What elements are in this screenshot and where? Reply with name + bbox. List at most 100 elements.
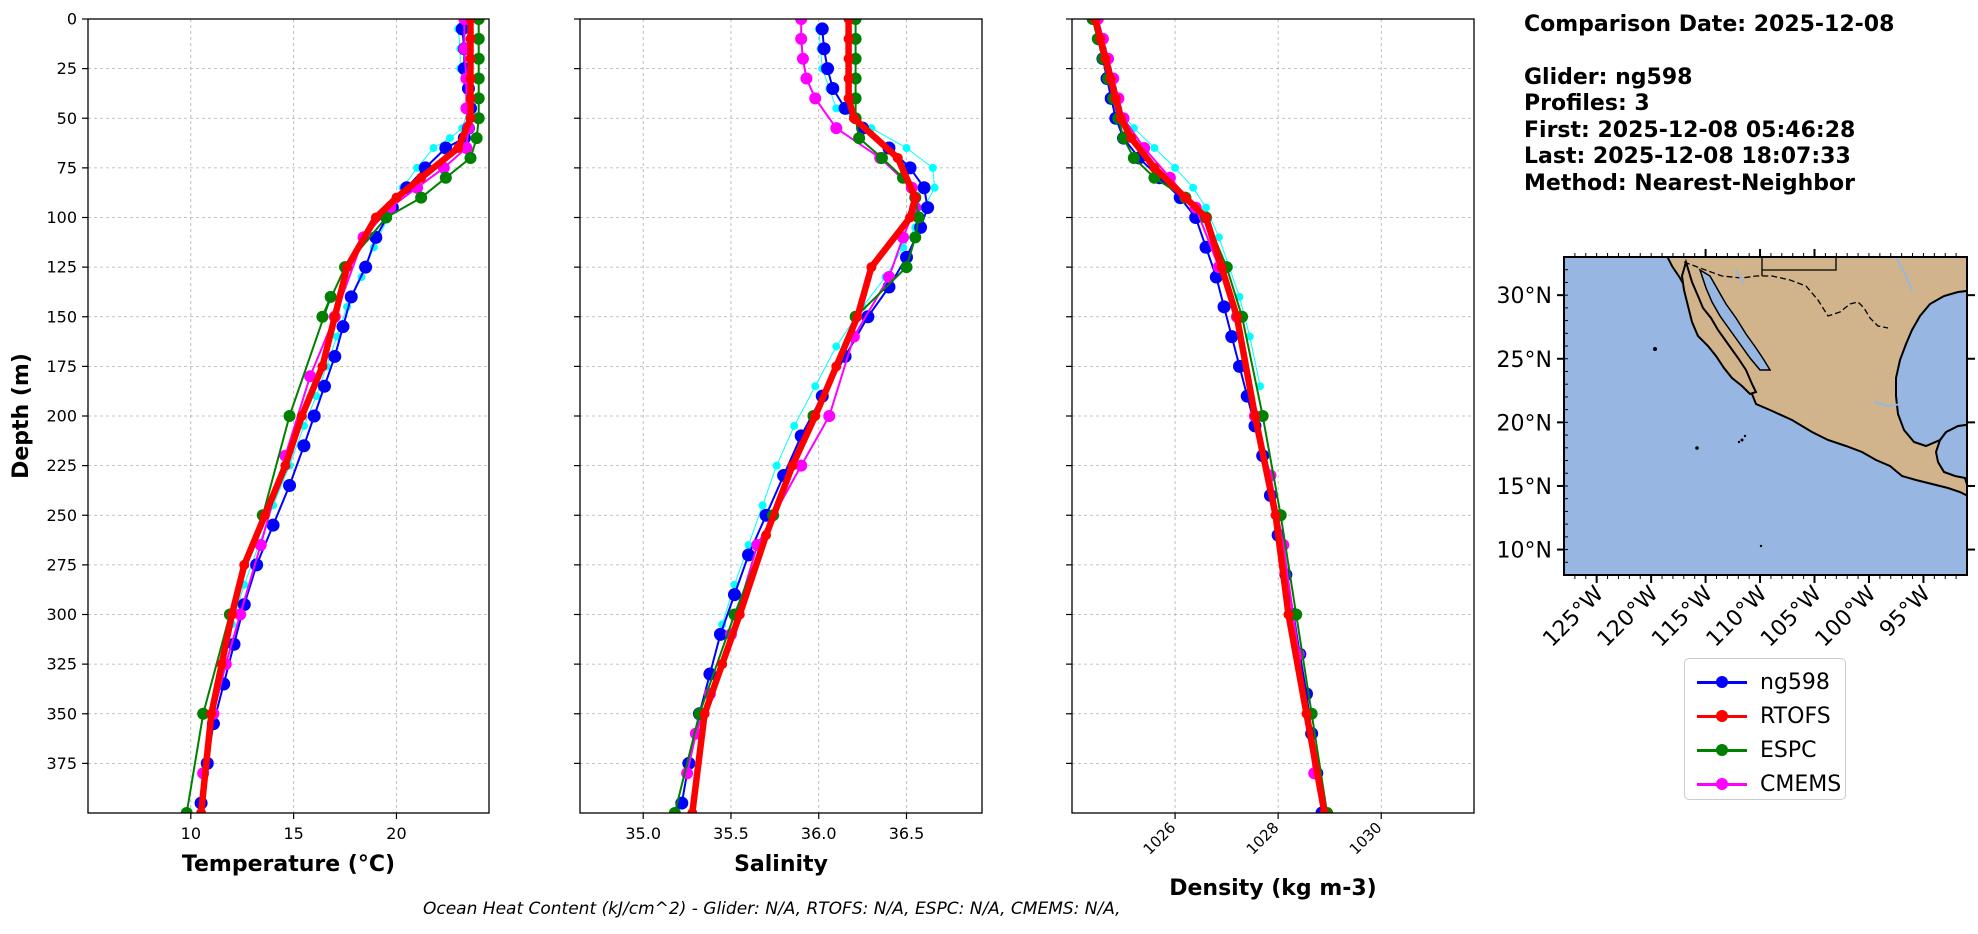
- data-point-ng598: [817, 42, 831, 56]
- data-point-CMEMS: [795, 19, 808, 25]
- data-point-ESPC: [668, 807, 681, 813]
- data-point-ng598: [266, 518, 280, 532]
- data-point-RTOFS: [465, 53, 476, 64]
- data-point-ng598-alt: [1202, 203, 1210, 212]
- data-point-ng598: [917, 181, 931, 195]
- data-point-RTOFS: [843, 19, 854, 24]
- data-point-ng598-alt: [1150, 144, 1159, 153]
- data-point-ESPC: [849, 52, 862, 65]
- x-tick-label: 10: [181, 824, 201, 843]
- map-border-us: [1761, 257, 1837, 276]
- data-point-ng598: [336, 320, 350, 334]
- last-time: Last: 2025-12-08 18:07:33: [1524, 144, 1851, 169]
- data-point-RTOFS: [416, 172, 427, 183]
- data-point-RTOFS: [1149, 162, 1160, 173]
- data-point-ng598-alt: [772, 461, 781, 470]
- data-point-ng598: [727, 588, 741, 602]
- data-point-CMEMS: [823, 410, 836, 422]
- data-point-ESPC: [472, 32, 485, 45]
- data-point-RTOFS: [1180, 192, 1191, 203]
- data-point-ng598-alt: [930, 183, 939, 192]
- y-axis-label: Depth (m): [9, 353, 34, 479]
- data-point-RTOFS: [831, 361, 842, 372]
- data-point-RTOFS: [699, 708, 710, 719]
- footer-text: Ocean Heat Content (kJ/cm^2) - Glider: N…: [423, 899, 1121, 919]
- data-point-RTOFS: [1115, 113, 1126, 124]
- data-point-RTOFS: [370, 212, 381, 223]
- data-point-CMEMS: [254, 539, 267, 552]
- data-point-CMEMS: [809, 92, 822, 105]
- data-point-ng598-alt: [1256, 382, 1265, 391]
- y-tick-label: 75: [57, 158, 77, 177]
- data-point-ng598: [1209, 270, 1223, 284]
- data-point-RTOFS: [852, 311, 863, 322]
- y-tick-label: 175: [46, 357, 77, 376]
- data-point-ESPC: [849, 72, 862, 85]
- y-tick-label: 325: [46, 655, 77, 674]
- map-lat-label: 25°N: [1497, 348, 1552, 373]
- map-island: [1743, 434, 1747, 438]
- data-point-RTOFS: [296, 411, 307, 421]
- data-point-ng598-alt: [811, 382, 820, 391]
- data-point-ng598-alt: [832, 342, 841, 351]
- y-tick-label: 200: [46, 407, 77, 426]
- data-point-ng598-alt: [445, 134, 454, 143]
- data-point-ng598: [317, 379, 331, 393]
- y-tick-label: 50: [57, 109, 77, 128]
- data-point-RTOFS: [1301, 708, 1312, 719]
- series-line-CMEMS: [202, 19, 470, 774]
- profile-panel-3: 1026 1028 1030 Density (kg m-3): [1066, 18, 1475, 901]
- x-axis-label: Density (kg m-3): [1169, 876, 1377, 901]
- data-point-ESPC: [912, 211, 925, 224]
- data-point-ng598: [1217, 300, 1231, 314]
- legend-label: CMEMS: [1760, 771, 1842, 797]
- data-point-RTOFS: [910, 192, 921, 203]
- data-point-ng598: [921, 201, 935, 215]
- data-point-ESPC: [900, 261, 913, 274]
- data-point-RTOFS: [465, 73, 476, 84]
- data-point-CMEMS: [234, 608, 247, 621]
- data-point-RTOFS: [216, 659, 227, 670]
- series-line-ESPC: [185, 19, 480, 813]
- data-point-RTOFS: [810, 411, 821, 421]
- data-point-ng598: [328, 349, 342, 363]
- data-point-RTOFS: [905, 212, 916, 223]
- data-point-ESPC: [472, 52, 485, 65]
- y-tick-label: 250: [46, 506, 77, 525]
- legend-item-ng598: ng598: [1685, 665, 1845, 699]
- data-point-RTOFS: [1095, 33, 1106, 44]
- data-point-RTOFS: [1249, 411, 1260, 421]
- data-point-ng598: [237, 598, 251, 612]
- y-tick-label: 350: [46, 704, 77, 723]
- map-island: [1695, 446, 1699, 450]
- data-point-RTOFS: [317, 361, 328, 372]
- comparison-info: Comparison Date: 2025-12-08 Glider: ng59…: [1524, 12, 1964, 197]
- data-point-RTOFS: [843, 53, 854, 64]
- data-point-RTOFS: [1201, 212, 1211, 223]
- legend-label: RTOFS: [1760, 703, 1831, 729]
- map-frame: [1563, 256, 1968, 576]
- map-lon-label: 115°W: [1647, 581, 1718, 652]
- data-point-ESPC: [180, 807, 193, 813]
- data-point-CMEMS: [796, 52, 809, 65]
- data-point-ESPC: [1256, 410, 1269, 422]
- data-point-ng598: [297, 439, 311, 453]
- data-point-ng598-alt: [1171, 163, 1180, 172]
- data-point-RTOFS: [465, 33, 476, 44]
- x-tick-label: 36.0: [801, 824, 837, 843]
- data-point-RTOFS: [465, 93, 476, 104]
- data-point-RTOFS: [843, 93, 854, 104]
- data-point-CMEMS: [800, 72, 813, 85]
- data-point-ESPC: [472, 19, 485, 25]
- data-point-ng598: [815, 22, 829, 36]
- y-tick-label: 300: [46, 605, 77, 624]
- data-point-RTOFS: [1110, 93, 1121, 104]
- legend-item-espc: ESPC: [1685, 733, 1845, 767]
- map-gulf-california: [1698, 268, 1772, 371]
- data-point-RTOFS: [1231, 311, 1242, 322]
- data-point-RTOFS: [453, 143, 464, 154]
- data-point-ESPC: [1127, 151, 1140, 164]
- data-point-ng598: [826, 81, 840, 95]
- map-lon-label: 105°W: [1756, 581, 1827, 652]
- y-tick-label: 100: [46, 208, 77, 227]
